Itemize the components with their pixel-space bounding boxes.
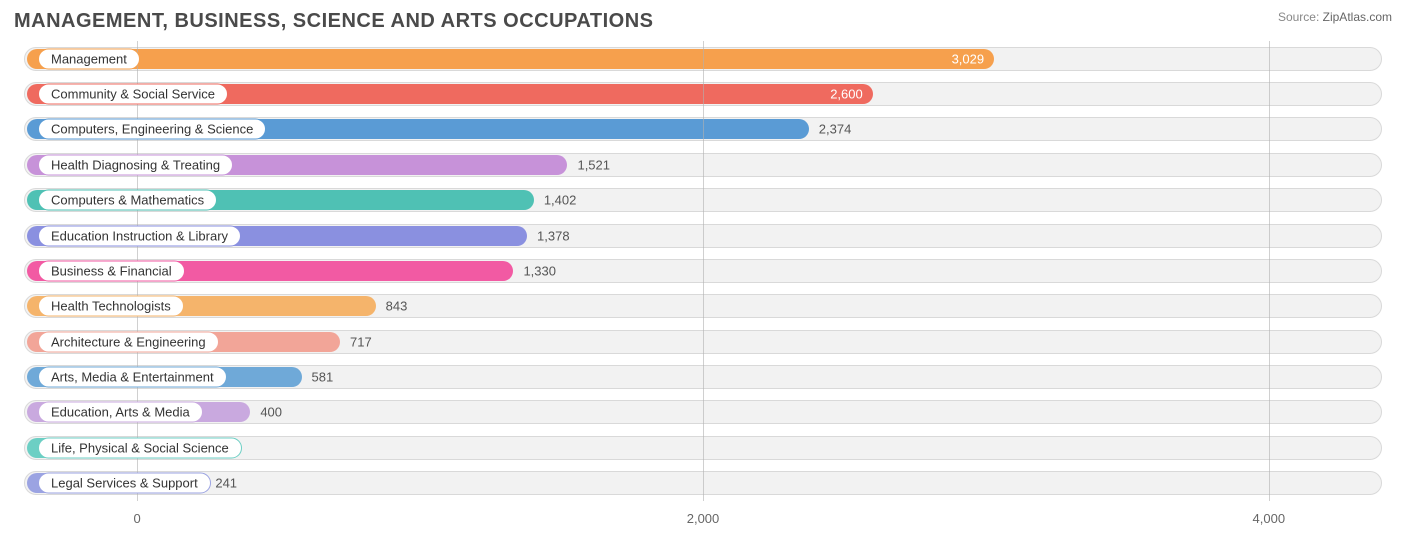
x-tick-label: 4,000 [1253, 511, 1286, 526]
bar-value-label: 2,600 [830, 87, 863, 102]
x-axis: 0 2,000 4,000 [24, 507, 1382, 531]
bar-label-pill: Business & Financial [38, 260, 185, 281]
bar-label-pill: Community & Social Service [38, 84, 228, 105]
bar-label-pill: Arts, Media & Entertainment [38, 367, 227, 388]
bar-value-label: 581 [312, 370, 334, 385]
bar-label-pill: Health Diagnosing & Treating [38, 154, 233, 175]
bar-label-pill: Education Instruction & Library [38, 225, 241, 246]
chart-header: MANAGEMENT, BUSINESS, SCIENCE AND ARTS O… [14, 10, 1392, 33]
bar-value-label: 1,378 [537, 228, 570, 243]
x-tick-label: 0 [134, 511, 141, 526]
chart-title: MANAGEMENT, BUSINESS, SCIENCE AND ARTS O… [14, 10, 653, 33]
bar-label-pill: Life, Physical & Social Science [38, 437, 242, 458]
bar-label-pill: Computers, Engineering & Science [38, 119, 266, 140]
bar-label-pill: Health Technologists [38, 296, 184, 317]
bar-label-pill: Education, Arts & Media [38, 402, 203, 423]
gridline [703, 41, 704, 501]
source-label: Source: [1278, 10, 1319, 24]
plot-area: Management 3,029 Community & Social Servic… [24, 41, 1382, 501]
bar-value-label: 717 [350, 334, 372, 349]
bar-value-label: 241 [215, 476, 237, 491]
bar-value-label: 2,374 [819, 122, 852, 137]
bar-label-pill: Architecture & Engineering [38, 331, 219, 352]
bar-value-label: 1,521 [577, 157, 610, 172]
bar-value-label: 400 [260, 405, 282, 420]
bar-value-label: 843 [386, 299, 408, 314]
bar-label-pill: Legal Services & Support [38, 473, 211, 494]
chart-container: Management 3,029 Community & Social Servic… [14, 41, 1392, 531]
gridline [1269, 41, 1270, 501]
bar-value-label: 1,330 [523, 263, 556, 278]
x-tick-label: 2,000 [687, 511, 720, 526]
source-attribution: Source: ZipAtlas.com [1278, 10, 1392, 24]
bar-fill [27, 49, 994, 69]
bar-label-pill: Management [38, 48, 140, 69]
bar-value-label: 3,029 [952, 51, 985, 66]
bar-label-pill: Computers & Mathematics [38, 190, 217, 211]
source-name: ZipAtlas.com [1323, 10, 1392, 24]
bar-value-label: 1,402 [544, 193, 577, 208]
